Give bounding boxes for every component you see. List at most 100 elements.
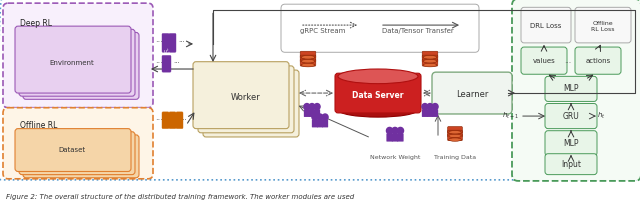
Text: Input: Input [561, 160, 581, 169]
FancyBboxPatch shape [23, 32, 139, 99]
FancyBboxPatch shape [397, 134, 404, 142]
Text: ...: ... [155, 35, 163, 44]
FancyBboxPatch shape [203, 70, 299, 137]
Ellipse shape [423, 56, 437, 59]
Circle shape [427, 104, 433, 110]
FancyBboxPatch shape [162, 55, 171, 72]
FancyBboxPatch shape [300, 51, 316, 58]
Text: $r_i^t$: $r_i^t$ [170, 25, 176, 36]
FancyBboxPatch shape [575, 47, 621, 74]
Ellipse shape [449, 134, 461, 138]
Circle shape [312, 114, 318, 120]
FancyBboxPatch shape [322, 120, 328, 127]
Text: Dataset: Dataset [58, 146, 86, 153]
FancyBboxPatch shape [422, 59, 438, 66]
Text: Learner: Learner [456, 90, 488, 99]
Text: Data Server: Data Server [352, 91, 404, 100]
Text: ...: ... [155, 113, 163, 122]
FancyBboxPatch shape [169, 112, 176, 129]
FancyBboxPatch shape [3, 108, 153, 179]
Text: Offline RL: Offline RL [20, 121, 58, 130]
Ellipse shape [423, 63, 437, 67]
FancyBboxPatch shape [575, 7, 631, 43]
Text: Training Data: Training Data [434, 155, 476, 160]
Text: Worker: Worker [231, 93, 261, 102]
FancyBboxPatch shape [23, 135, 139, 178]
Text: DRL Loss: DRL Loss [531, 23, 562, 29]
Text: MLP: MLP [563, 84, 579, 93]
FancyBboxPatch shape [387, 134, 393, 142]
Text: MLP: MLP [563, 139, 579, 148]
FancyBboxPatch shape [15, 26, 131, 93]
FancyBboxPatch shape [169, 34, 176, 52]
Circle shape [304, 104, 310, 110]
Ellipse shape [423, 59, 437, 63]
Circle shape [309, 104, 315, 110]
FancyBboxPatch shape [432, 109, 438, 117]
Text: $o_i^t$: $o_i^t$ [163, 25, 170, 36]
Ellipse shape [338, 69, 418, 84]
Text: Offline
RL Loss: Offline RL Loss [591, 21, 615, 32]
Circle shape [432, 104, 438, 110]
Circle shape [397, 127, 404, 134]
FancyBboxPatch shape [309, 109, 315, 117]
FancyBboxPatch shape [19, 29, 135, 96]
Text: Network Weight: Network Weight [370, 155, 420, 160]
Text: actions: actions [586, 58, 611, 64]
FancyBboxPatch shape [432, 72, 512, 114]
FancyBboxPatch shape [545, 103, 597, 129]
Ellipse shape [301, 56, 315, 59]
FancyBboxPatch shape [300, 59, 316, 66]
Text: $h_t$: $h_t$ [597, 111, 605, 121]
FancyBboxPatch shape [422, 51, 438, 58]
FancyBboxPatch shape [447, 126, 463, 133]
Ellipse shape [449, 130, 461, 134]
FancyBboxPatch shape [422, 109, 428, 117]
FancyBboxPatch shape [512, 0, 640, 181]
Circle shape [387, 127, 393, 134]
FancyBboxPatch shape [521, 7, 571, 43]
FancyBboxPatch shape [545, 131, 597, 156]
FancyBboxPatch shape [447, 134, 463, 141]
Text: ...: ... [178, 37, 185, 43]
Text: GRU: GRU [563, 112, 579, 121]
Text: values: values [532, 58, 556, 64]
FancyBboxPatch shape [427, 109, 433, 117]
Ellipse shape [301, 63, 315, 67]
FancyBboxPatch shape [198, 66, 294, 133]
Circle shape [322, 114, 328, 120]
FancyBboxPatch shape [15, 129, 131, 171]
Text: $u_i^t$: $u_i^t$ [163, 47, 170, 58]
Text: Data/Tensor Transfer: Data/Tensor Transfer [382, 28, 454, 35]
Circle shape [314, 104, 320, 110]
FancyBboxPatch shape [447, 130, 463, 137]
FancyBboxPatch shape [281, 4, 479, 52]
FancyBboxPatch shape [312, 120, 318, 127]
FancyBboxPatch shape [521, 47, 567, 74]
FancyBboxPatch shape [422, 55, 438, 62]
FancyBboxPatch shape [317, 120, 323, 127]
Text: gRPC Stream: gRPC Stream [300, 28, 346, 35]
FancyBboxPatch shape [314, 109, 320, 117]
FancyBboxPatch shape [304, 109, 310, 117]
FancyBboxPatch shape [193, 62, 289, 129]
Text: Environment: Environment [50, 60, 94, 66]
FancyBboxPatch shape [3, 3, 153, 108]
Circle shape [422, 104, 428, 110]
FancyBboxPatch shape [162, 112, 169, 129]
Text: ...: ... [180, 115, 187, 121]
Ellipse shape [338, 102, 418, 117]
Text: Figure 2: The overall structure of the distributed training framework. The worke: Figure 2: The overall structure of the d… [6, 194, 355, 200]
Text: ...: ... [155, 56, 163, 65]
FancyBboxPatch shape [162, 34, 169, 52]
FancyBboxPatch shape [335, 73, 421, 113]
Circle shape [392, 127, 398, 134]
Text: Deep RL: Deep RL [20, 19, 52, 28]
Text: ...: ... [173, 58, 180, 64]
FancyBboxPatch shape [392, 134, 398, 142]
Text: $h_{t-1}$: $h_{t-1}$ [502, 111, 519, 121]
FancyBboxPatch shape [19, 132, 135, 175]
FancyBboxPatch shape [300, 55, 316, 62]
FancyBboxPatch shape [545, 154, 597, 175]
FancyBboxPatch shape [545, 76, 597, 101]
